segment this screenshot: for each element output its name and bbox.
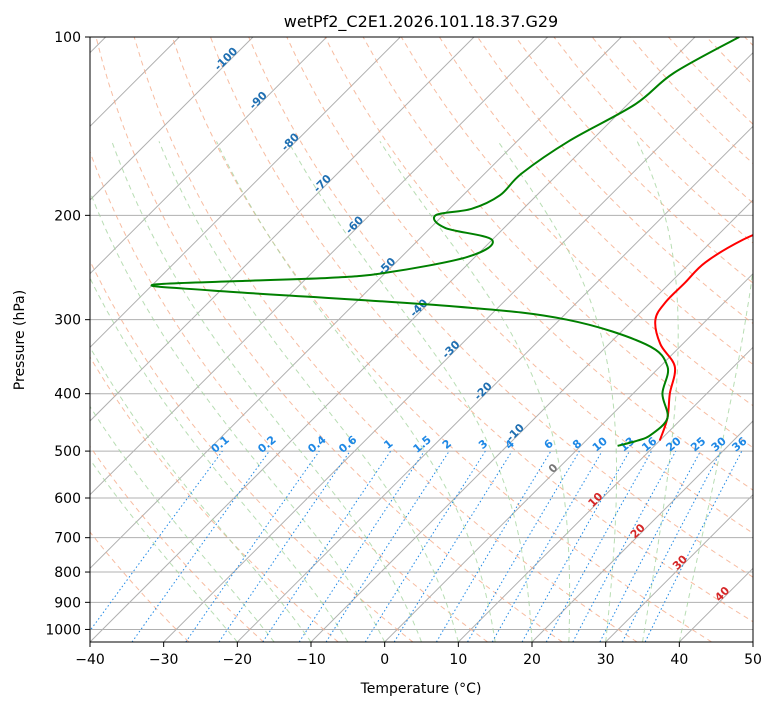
x-tick-label: −30 <box>149 652 179 668</box>
dry-adiabat-line <box>90 531 190 642</box>
x-tick-label: −10 <box>296 652 326 668</box>
isotherm-line <box>236 125 753 642</box>
mixing-ratio-line <box>572 450 677 642</box>
x-axis-label: Temperature (°C) <box>360 681 482 697</box>
y-tick-label: 900 <box>54 595 81 611</box>
background-lines <box>90 37 753 642</box>
y-tick-label: 700 <box>54 531 81 547</box>
isotherm-line <box>90 37 254 201</box>
dry-adiabat-line <box>90 259 414 642</box>
y-tick-label: 500 <box>54 444 81 460</box>
mixing-ratio-line <box>185 450 320 642</box>
mixing-ratio-line <box>218 450 351 642</box>
dry-adiabat-line <box>400 37 753 407</box>
x-tick-label: 10 <box>449 652 467 668</box>
dry-adiabat-line <box>90 356 339 642</box>
isotherm-line <box>384 272 753 642</box>
moist-adiabat-line <box>497 141 617 642</box>
dry-adiabat-line <box>438 37 753 366</box>
temperature-profile-line <box>654 233 753 441</box>
moist-adiabat-line <box>90 190 386 642</box>
x-tick-label: 30 <box>597 652 615 668</box>
isotherm-line <box>531 420 753 642</box>
dry-adiabat-line <box>171 37 712 642</box>
x-tick-label: 0 <box>380 652 389 668</box>
y-tick-label: 100 <box>54 30 81 46</box>
isotherm-line <box>90 37 549 496</box>
moist-adiabat-line <box>158 141 459 642</box>
y-tick-label: 300 <box>54 313 81 329</box>
plot-frame <box>89 36 754 643</box>
profiles <box>150 37 753 447</box>
mixing-ratio-line <box>90 450 223 632</box>
isotherm-line <box>90 37 328 275</box>
x-axis: −40 −30 −20 −10 0 10 20 30 40 50 <box>75 642 762 668</box>
moist-adiabat-line <box>90 276 349 642</box>
dry-adiabat-line <box>90 150 488 642</box>
moist-adiabat-line <box>636 141 679 642</box>
dewpoint-profile-line <box>150 37 740 447</box>
isotherm-line <box>90 37 475 422</box>
dry-adiabat-line <box>515 37 753 284</box>
mixing-ratio-line <box>131 450 270 642</box>
dry-adiabat-line <box>248 37 753 578</box>
dry-adiabat-line <box>286 37 753 534</box>
isotherm-line <box>457 346 753 642</box>
mixing-ratio-line <box>298 450 425 642</box>
x-tick-label: −40 <box>75 652 105 668</box>
moist-adiabat-line <box>111 141 422 642</box>
y-tick-label: 800 <box>54 565 81 581</box>
x-tick-label: 40 <box>670 652 688 668</box>
isotherm-line <box>605 493 753 642</box>
dry-adiabat-line <box>210 37 753 623</box>
dry-adiabat-line <box>95 37 563 642</box>
y-tick-label: 200 <box>54 208 81 224</box>
x-tick-label: 50 <box>744 652 762 668</box>
x-tick-label: −20 <box>223 652 253 668</box>
moist-adiabat-line <box>287 141 533 642</box>
mixing-ratio-line <box>393 450 513 642</box>
isotherm-line <box>163 51 753 642</box>
y-tick-label: 600 <box>54 491 81 507</box>
moist-adiabat-line <box>678 266 753 642</box>
dry-adiabat-line <box>90 445 264 642</box>
isotherm-line <box>90 37 622 570</box>
moist-adiabat-line <box>216 141 496 642</box>
mixing-ratio-line <box>262 450 392 642</box>
mixing-ratio-line <box>545 450 653 642</box>
y-axis: 100 200 300 400 500 600 700 800 900 1000 <box>45 30 90 638</box>
moist-adiabat-line <box>90 346 312 642</box>
chart-title: wetPf2_C2E1.2026.101.18.37.G29 <box>284 12 558 32</box>
mixing-ratio-line <box>644 450 743 642</box>
y-tick-label: 400 <box>54 387 81 403</box>
moist-adiabat-line <box>379 141 571 642</box>
isotherm-line <box>90 37 401 349</box>
y-tick-label: 1000 <box>45 622 81 638</box>
y-axis-label: Pressure (hPa) <box>12 290 28 390</box>
mixing-ratio-line <box>521 450 630 642</box>
x-tick-label: 20 <box>523 652 541 668</box>
mixing-ratio-line <box>325 450 450 642</box>
